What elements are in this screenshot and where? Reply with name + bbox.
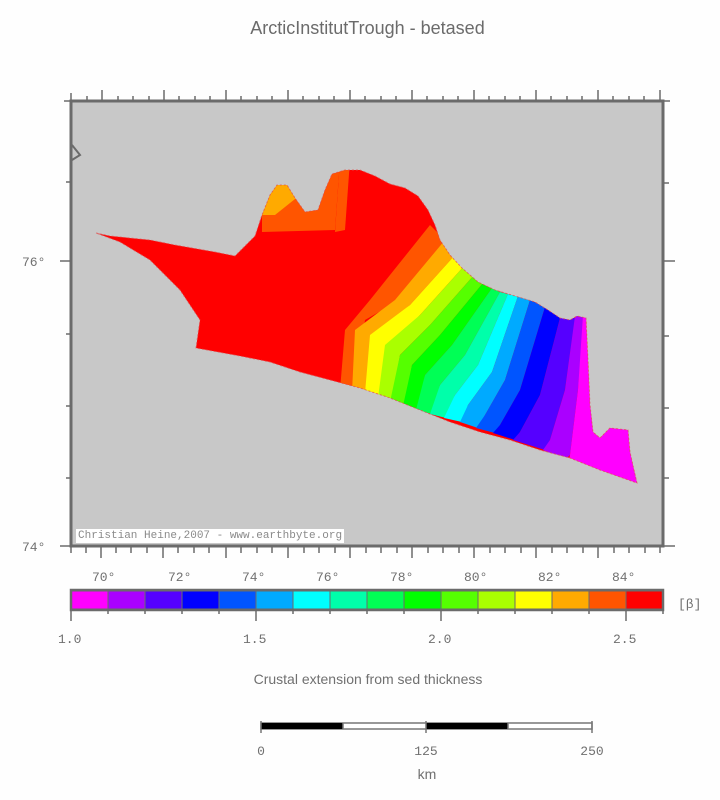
region-outline	[95, 169, 638, 484]
scale-label: 125	[414, 744, 437, 759]
colorbar-swatch	[403, 590, 442, 610]
colorbar-swatch	[551, 590, 590, 610]
colorbar-tick-label: 2.5	[613, 632, 636, 647]
lon-label: 82°	[538, 570, 561, 585]
side-ticks	[60, 181, 675, 479]
colorbar-tick-label: 1.0	[58, 632, 81, 647]
bottom-ticks	[60, 545, 675, 558]
lon-label: 72°	[168, 570, 191, 585]
colorbar-swatch	[255, 590, 294, 610]
colorbar-unit-label: [β]	[678, 597, 701, 612]
lon-label: 70°	[92, 570, 115, 585]
lon-label: 84°	[612, 570, 635, 585]
colorbar-swatch	[440, 590, 479, 610]
subtitle: Crustal extension from sed thickness	[254, 671, 483, 687]
lon-label: 78°	[390, 570, 413, 585]
colorbar-swatch	[625, 590, 664, 610]
colorbar	[69, 588, 665, 612]
colorbar-swatch	[588, 590, 627, 610]
lon-labels: 70° 72° 74° 76° 78° 80° 82° 84°	[92, 570, 635, 585]
lon-label: 74°	[242, 570, 265, 585]
north-arrow-icon	[71, 144, 82, 161]
scale-bar	[260, 721, 593, 733]
colorbar-swatch	[477, 590, 516, 610]
lat-label-76: 76°	[22, 255, 45, 270]
colorbar-swatch	[292, 590, 331, 610]
colorbar-swatch	[144, 590, 183, 610]
scale-label: 250	[580, 744, 603, 759]
colorbar-swatch	[107, 590, 146, 610]
lon-label: 80°	[464, 570, 487, 585]
colorbar-swatch	[329, 590, 368, 610]
colorbar-swatch	[218, 590, 257, 610]
colorbar-swatch	[181, 590, 220, 610]
map-frame	[69, 99, 665, 548]
lat-label-74: 74°	[22, 540, 45, 555]
scale-label: 0	[257, 744, 265, 759]
top-ticks	[64, 90, 670, 102]
colorbar-swatch	[366, 590, 405, 610]
colorbar-swatch	[514, 590, 553, 610]
colorbar-swatch	[70, 590, 109, 610]
colorbar-tick-label: 2.0	[428, 632, 451, 647]
map-title: ArcticInstitutTrough - betased	[250, 18, 485, 38]
lon-label: 76°	[316, 570, 339, 585]
colorbar-tick-label: 1.5	[243, 632, 266, 647]
credit-label: Christian Heine,2007 - www.earthbyte.org	[76, 529, 345, 543]
scale-unit: km	[418, 766, 437, 782]
colorbar-ticks	[70, 609, 664, 621]
